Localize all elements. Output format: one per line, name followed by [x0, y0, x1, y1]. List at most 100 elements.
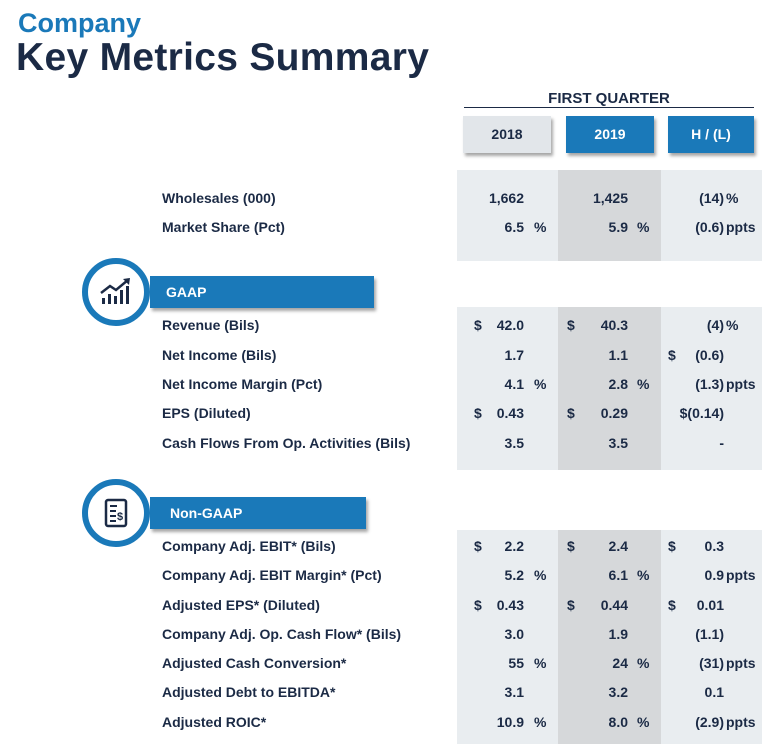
table-cell: 3.2 — [608, 684, 628, 700]
row-label: Adjusted Cash Conversion* — [162, 655, 347, 671]
table-cell: $ — [668, 538, 676, 554]
table-cell: 10.9 — [496, 714, 524, 730]
row-label: Adjusted ROIC* — [162, 714, 267, 730]
table-cell: 1.9 — [608, 626, 628, 642]
shade-2019-nongaap — [558, 530, 661, 744]
table-cell: $ — [567, 597, 575, 613]
gaap-section-header: GAAP — [150, 276, 374, 308]
table-cell: 55 — [508, 655, 524, 671]
shade-2019-gaap — [558, 307, 661, 470]
non-gaap-section-header: Non-GAAP — [150, 497, 366, 529]
table-cell: 40.3 — [600, 317, 628, 333]
table-cell: 42.0 — [496, 317, 524, 333]
svg-text:$: $ — [117, 511, 123, 523]
shade-change-summary — [661, 170, 762, 261]
row-label: Market Share (Pct) — [162, 219, 285, 235]
table-cell: % — [534, 655, 547, 671]
table-cell: % — [637, 219, 650, 235]
table-cell: (1.3) — [695, 376, 724, 392]
table-cell: 0.01 — [696, 597, 724, 613]
period-heading: FIRST QUARTER — [548, 90, 670, 107]
table-cell: ppts — [726, 655, 756, 671]
row-label: Company Adj. EBIT Margin* (Pct) — [162, 567, 382, 583]
table-cell: 2.8 — [608, 376, 628, 392]
table-cell: (0.6) — [695, 219, 724, 235]
gaap-icon-circle — [82, 258, 150, 326]
line-chart-growth-icon — [100, 278, 130, 304]
table-cell: 5.2 — [504, 567, 524, 583]
table-cell: 6.1 — [608, 567, 628, 583]
shade-change-gaap — [661, 307, 762, 470]
table-cell: % — [534, 567, 547, 583]
row-label: Cash Flows From Op. Activities (Bils) — [162, 435, 411, 451]
table-cell: 5.9 — [608, 219, 628, 235]
row-label: EPS (Diluted) — [162, 405, 251, 421]
table-cell: $ — [474, 317, 482, 333]
table-cell: ppts — [726, 567, 756, 583]
table-cell: % — [637, 567, 650, 583]
table-cell: ppts — [726, 714, 756, 730]
table-cell: % — [726, 317, 739, 333]
shade-2018-gaap — [457, 307, 558, 470]
table-cell: 3.0 — [504, 626, 524, 642]
document-dollar-icon: $ — [104, 498, 128, 528]
table-cell: % — [637, 655, 650, 671]
table-cell: $ — [474, 538, 482, 554]
period-underline — [464, 107, 754, 108]
table-cell: $ — [474, 597, 482, 613]
table-cell: ppts — [726, 219, 756, 235]
table-cell: - — [719, 435, 724, 451]
table-cell: % — [726, 190, 739, 206]
page-title: Key Metrics Summary — [16, 36, 430, 79]
table-cell: 3.1 — [504, 684, 524, 700]
row-label: Net Income Margin (Pct) — [162, 376, 323, 392]
row-label: Wholesales (000) — [162, 190, 276, 206]
table-cell: 2.2 — [504, 538, 524, 554]
table-cell: % — [534, 219, 547, 235]
table-cell: 1.1 — [608, 347, 628, 363]
table-cell: (1.1) — [695, 626, 724, 642]
table-cell: 6.5 — [504, 219, 524, 235]
company-label: Company — [18, 8, 142, 38]
table-cell: 0.9 — [704, 567, 724, 583]
table-cell: % — [637, 376, 650, 392]
table-cell: 3.5 — [608, 435, 628, 451]
table-cell: 0.44 — [600, 597, 628, 613]
column-header-change: H / (L) — [668, 116, 754, 153]
table-cell: (0.6) — [695, 347, 724, 363]
row-label: Adjusted EPS* (Diluted) — [162, 597, 320, 613]
table-cell: 8.0 — [608, 714, 628, 730]
row-label: Company Adj. EBIT* (Bils) — [162, 538, 336, 554]
column-header-2019: 2019 — [566, 116, 654, 153]
table-cell: 0.3 — [704, 538, 724, 554]
table-cell: $ — [474, 405, 482, 421]
table-cell: $ — [567, 317, 575, 333]
table-cell: (14) — [699, 190, 724, 206]
table-cell: ppts — [726, 376, 756, 392]
row-label: Net Income (Bils) — [162, 347, 277, 363]
table-cell: 3.5 — [504, 435, 524, 451]
row-label: Revenue (Bils) — [162, 317, 260, 333]
table-cell: (2.9) — [695, 714, 724, 730]
table-cell: % — [637, 714, 650, 730]
table-cell: $ — [668, 347, 676, 363]
table-cell: (31) — [699, 655, 724, 671]
column-header-2018: 2018 — [463, 116, 551, 153]
table-cell: 1,662 — [488, 190, 524, 206]
table-cell: 0.43 — [496, 597, 524, 613]
table-cell: 0.43 — [496, 405, 524, 421]
shade-change-nongaap — [661, 530, 762, 744]
shade-2018-nongaap — [457, 530, 558, 744]
table-cell: 0.1 — [704, 684, 724, 700]
table-cell: (4) — [706, 317, 724, 333]
table-cell: 1.7 — [504, 347, 524, 363]
shade-2018-summary — [457, 170, 558, 261]
shade-2019-summary — [558, 170, 661, 261]
table-cell: % — [534, 714, 547, 730]
table-cell: $ — [567, 405, 575, 421]
table-cell: 4.1 — [504, 376, 524, 392]
row-label: Adjusted Debt to EBITDA* — [162, 684, 336, 700]
table-cell: 0.29 — [600, 405, 628, 421]
row-label: Company Adj. Op. Cash Flow* (Bils) — [162, 626, 402, 642]
table-cell: % — [534, 376, 547, 392]
